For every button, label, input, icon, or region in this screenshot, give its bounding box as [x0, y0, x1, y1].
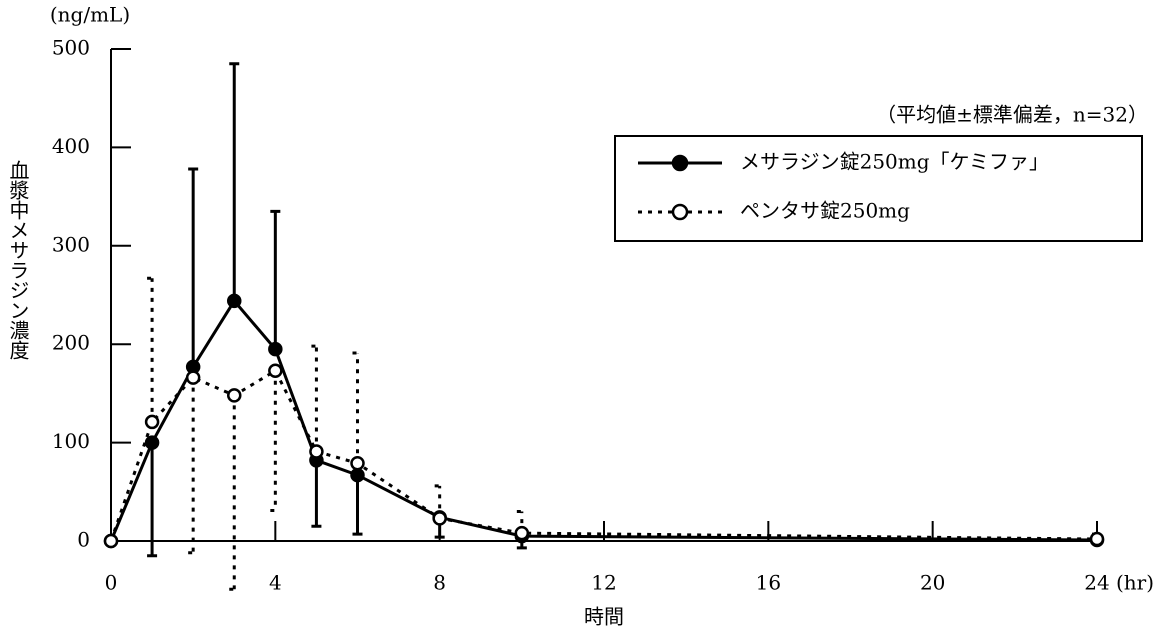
x-axis-label: 時間 — [584, 605, 624, 629]
error-bar — [352, 351, 363, 464]
legend-box — [614, 135, 1143, 242]
legend-marker — [671, 154, 689, 172]
y-tick-label: 500 — [52, 36, 90, 60]
y-axis-label: 血漿中メサラジン濃度 — [6, 160, 30, 360]
series-line — [109, 368, 1098, 542]
x-tick-label: 8 — [433, 571, 446, 595]
error-bar — [147, 442, 158, 558]
data-point — [185, 370, 201, 385]
error-bar — [147, 276, 158, 422]
legend-title: （平均値±標準偏差，n=32） — [876, 103, 1148, 127]
data-point — [268, 341, 283, 357]
y-tick-label: 300 — [52, 232, 90, 256]
x-tick-label: 0 — [105, 571, 118, 595]
error-bar — [188, 377, 199, 555]
error-bar — [229, 62, 240, 301]
data-point — [268, 363, 283, 379]
data-point — [144, 414, 160, 430]
y-unit: (ng/mL) — [50, 3, 130, 27]
y-tick-label: 200 — [52, 331, 90, 355]
x-unit: (hr) — [1116, 571, 1154, 595]
data-point — [1089, 531, 1105, 547]
x-tick-label: 4 — [269, 571, 282, 595]
data-point — [350, 467, 365, 483]
x-tick-label: 24 — [1084, 571, 1109, 595]
data-point — [309, 444, 324, 459]
error-bar — [434, 484, 445, 519]
error-bar — [311, 460, 322, 528]
error-bar — [229, 395, 240, 591]
x-tick-label: 16 — [756, 571, 781, 595]
data-point — [350, 456, 365, 471]
data-point — [432, 511, 447, 526]
y-tick-label: 0 — [77, 528, 90, 552]
legend-label: メサラジン錠250mg「ケミファ」 — [740, 150, 1049, 174]
error-bar — [270, 209, 281, 350]
series-line — [109, 298, 1098, 542]
data-point — [227, 293, 242, 309]
error-bar — [311, 344, 322, 452]
error-bar — [270, 370, 281, 512]
x-tick-label: 12 — [591, 571, 616, 595]
y-tick-label: 400 — [52, 134, 90, 158]
data-point — [514, 525, 530, 541]
y-tick-label: 100 — [52, 429, 90, 453]
data-point — [103, 533, 119, 549]
error-bar — [352, 475, 363, 536]
error-bar — [188, 167, 199, 367]
data-point — [144, 435, 160, 450]
legend-label: ペンタサ錠250mg — [740, 199, 910, 223]
legend-marker — [671, 203, 689, 221]
data-point — [227, 388, 242, 403]
x-tick-label: 20 — [920, 571, 945, 595]
